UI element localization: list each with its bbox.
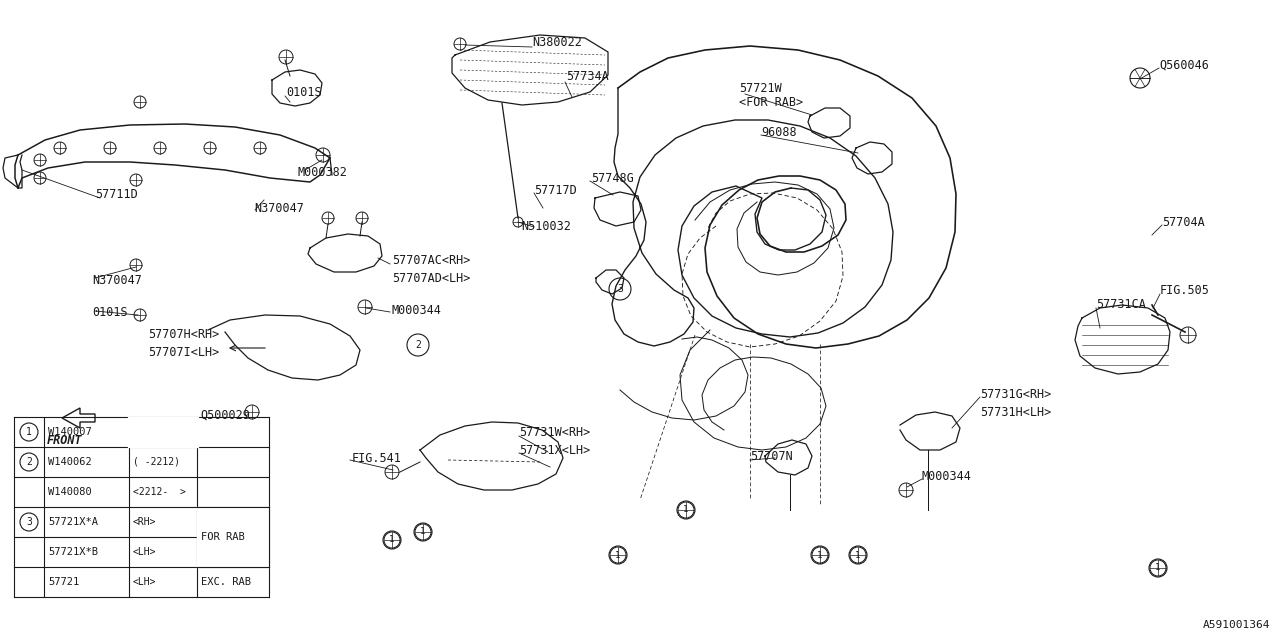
Text: W140007: W140007 bbox=[49, 427, 92, 437]
Text: M000344: M000344 bbox=[392, 303, 442, 317]
Text: 57748G: 57748G bbox=[591, 172, 634, 184]
Text: 2: 2 bbox=[415, 340, 421, 350]
Text: 57704A: 57704A bbox=[1162, 216, 1204, 228]
Text: 1: 1 bbox=[616, 550, 621, 559]
Text: 57711D: 57711D bbox=[95, 189, 138, 202]
Text: 57731X<LH>: 57731X<LH> bbox=[518, 444, 590, 456]
Text: 57721X*A: 57721X*A bbox=[49, 517, 99, 527]
Text: 57731G<RH>: 57731G<RH> bbox=[980, 387, 1051, 401]
Text: 3: 3 bbox=[617, 284, 623, 294]
Text: 57707AD<LH>: 57707AD<LH> bbox=[392, 271, 470, 285]
Text: 57731CA: 57731CA bbox=[1096, 298, 1146, 312]
Text: FIG.541: FIG.541 bbox=[352, 451, 402, 465]
Text: 1: 1 bbox=[855, 550, 860, 559]
Text: N370047: N370047 bbox=[253, 202, 303, 214]
Text: W140062: W140062 bbox=[49, 457, 92, 467]
Text: N370047: N370047 bbox=[92, 273, 142, 287]
Text: M000382: M000382 bbox=[297, 166, 347, 179]
Text: 57731W<RH>: 57731W<RH> bbox=[518, 426, 590, 440]
Text: <RH>: <RH> bbox=[133, 517, 156, 527]
Text: 1: 1 bbox=[389, 536, 394, 545]
Text: 1: 1 bbox=[420, 527, 426, 536]
Polygon shape bbox=[128, 417, 198, 447]
Text: 57707AC<RH>: 57707AC<RH> bbox=[392, 253, 470, 266]
Text: FRONT: FRONT bbox=[47, 434, 83, 447]
Text: 2: 2 bbox=[26, 457, 32, 467]
Text: FOR RAB: FOR RAB bbox=[201, 532, 244, 542]
Text: A591001364: A591001364 bbox=[1202, 620, 1270, 630]
Text: 57721W: 57721W bbox=[739, 81, 782, 95]
Text: 57707H<RH>: 57707H<RH> bbox=[148, 328, 219, 342]
Text: 57731H<LH>: 57731H<LH> bbox=[980, 406, 1051, 419]
Text: 0101S: 0101S bbox=[92, 305, 128, 319]
Text: 96088: 96088 bbox=[762, 125, 796, 138]
Text: 1: 1 bbox=[684, 506, 689, 515]
Text: 0101S: 0101S bbox=[285, 86, 321, 99]
Polygon shape bbox=[61, 408, 95, 428]
Text: N510032: N510032 bbox=[521, 221, 571, 234]
Text: 1: 1 bbox=[818, 550, 823, 559]
Text: M000344: M000344 bbox=[922, 470, 972, 483]
Text: Q560046: Q560046 bbox=[1158, 58, 1208, 72]
Text: 57734A: 57734A bbox=[566, 70, 609, 83]
Text: 57707N: 57707N bbox=[750, 451, 792, 463]
Text: 57707I<LH>: 57707I<LH> bbox=[148, 346, 219, 360]
Text: Q500029: Q500029 bbox=[200, 408, 250, 422]
Text: <LH>: <LH> bbox=[133, 577, 156, 587]
Text: <LH>: <LH> bbox=[133, 547, 156, 557]
Text: W140080: W140080 bbox=[49, 487, 92, 497]
Text: 1: 1 bbox=[26, 427, 32, 437]
Text: 57721X*B: 57721X*B bbox=[49, 547, 99, 557]
Text: N380022: N380022 bbox=[532, 36, 582, 49]
Text: 1: 1 bbox=[1156, 563, 1161, 573]
Text: <FOR RAB>: <FOR RAB> bbox=[739, 97, 803, 109]
Text: 57721: 57721 bbox=[49, 577, 79, 587]
Text: 57717D: 57717D bbox=[534, 184, 577, 196]
Polygon shape bbox=[197, 507, 269, 567]
Text: 3: 3 bbox=[26, 517, 32, 527]
Text: FIG.505: FIG.505 bbox=[1160, 284, 1210, 296]
Text: ( -2212): ( -2212) bbox=[133, 457, 180, 467]
Text: <2212-  >: <2212- > bbox=[133, 487, 186, 497]
Text: EXC. RAB: EXC. RAB bbox=[201, 577, 251, 587]
